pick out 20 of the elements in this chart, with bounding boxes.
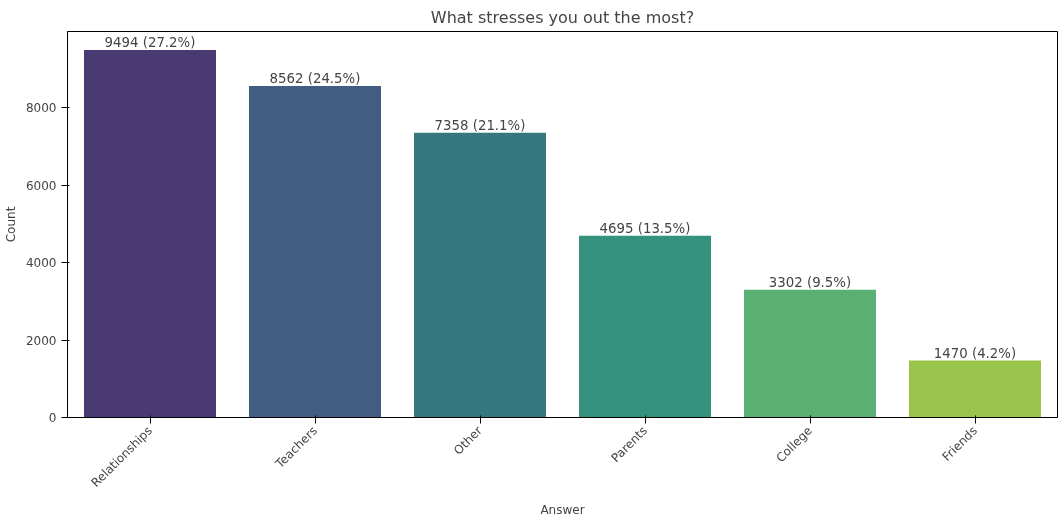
data-label: 9494 (27.2%)	[104, 34, 196, 50]
data-label: 7358 (21.1%)	[434, 117, 526, 133]
y-axis-title: Count	[3, 206, 18, 243]
bar	[414, 132, 546, 418]
chart-title: What stresses you out the most?	[430, 7, 695, 27]
bar	[744, 289, 876, 418]
y-tick-label: 8000	[25, 101, 57, 116]
x-axis-title: Answer	[540, 502, 585, 517]
bar	[84, 49, 216, 418]
bar	[909, 360, 1041, 418]
data-label: 3302 (9.5%)	[768, 274, 852, 290]
bar	[579, 235, 711, 418]
data-label: 1470 (4.2%)	[933, 345, 1017, 361]
y-tick-label: 6000	[25, 178, 57, 193]
y-tick-label: 0	[48, 411, 57, 425]
y-tick-label: 2000	[25, 333, 57, 348]
y-tick-label: 4000	[25, 256, 57, 271]
data-label: 4695 (13.5%)	[599, 220, 691, 236]
bar	[249, 86, 381, 418]
data-label: 8562 (24.5%)	[269, 71, 361, 87]
